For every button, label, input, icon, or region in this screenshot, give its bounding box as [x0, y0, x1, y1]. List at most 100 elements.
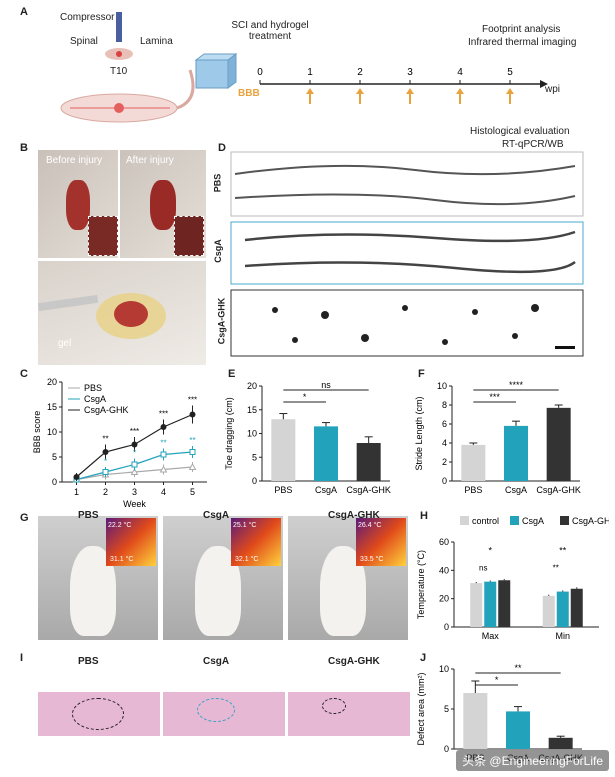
compressor-label: Compressor	[60, 12, 115, 23]
panel-d-letter: D	[218, 142, 226, 154]
chart-h-x-tick-label: Max	[482, 631, 500, 641]
chart-h-y-tick-label: 60	[439, 537, 449, 547]
hydrogel-cube	[194, 53, 238, 89]
bbb-arrowhead	[406, 88, 414, 94]
chart-c-point	[160, 424, 167, 430]
i-group-label: CsgA	[203, 656, 230, 667]
chart-f-sig-label: ***	[489, 392, 500, 402]
rat-thermal-photo	[288, 516, 408, 640]
chart-c-x-tick-label: 5	[190, 487, 195, 497]
d-row-pbs: PBS	[212, 173, 223, 193]
chart-e-bar	[271, 419, 296, 481]
after-injury-photo	[120, 150, 206, 258]
g-group-label: CsgA	[203, 510, 230, 521]
bbb-arrowhead	[456, 88, 464, 94]
chart-j-bar	[548, 737, 573, 749]
chart-c-point	[102, 469, 109, 475]
chart-c-legend-label: PBS	[84, 383, 102, 393]
panel-f-letter: F	[418, 368, 425, 380]
histology-label: Histological evaluation	[470, 126, 570, 137]
chart-f-y-tick-label: 4	[442, 438, 447, 448]
chart-j-y-tick-label: 5	[444, 704, 449, 714]
chart-e-y-tick-label: 15	[247, 405, 257, 415]
before-injury-label: Before injury	[46, 155, 103, 166]
chart-f-x-tick-label: CsgA-GHK	[536, 485, 581, 495]
chart-c-point	[131, 441, 138, 448]
tissue-band	[288, 692, 410, 736]
chart-c-point	[160, 451, 167, 458]
chart-f-bar	[504, 425, 528, 481]
chart-f-y-tick-label: 6	[442, 419, 447, 429]
chart-c-sig-top: ***	[188, 396, 197, 405]
chart-h-y-tick-label: 0	[444, 622, 449, 632]
chart-c-point	[159, 465, 168, 473]
thermal-inset	[356, 518, 406, 566]
chart-h-bar	[470, 583, 483, 627]
defect-outline	[197, 698, 235, 722]
bbb-arrowhead	[306, 88, 314, 94]
panel-h-letter: H	[420, 510, 428, 522]
chart-c-x-tick-label: 4	[161, 487, 166, 497]
chart-e-y-tick-label: 20	[247, 381, 257, 391]
temp-min: 32.1 °C	[235, 556, 259, 563]
histology-section	[288, 668, 410, 760]
spinal-label: Spinal	[70, 36, 98, 47]
timeline-tick-label: 4	[457, 67, 463, 78]
chart-f-x-tick-label: PBS	[464, 485, 482, 495]
chart-h-legend-label: CsgA	[522, 516, 544, 526]
d-row-csga: CsgA	[212, 239, 223, 263]
chart-h-sig-label: ns	[479, 563, 487, 572]
histology-section	[163, 668, 285, 760]
chart-h-bar	[542, 595, 555, 627]
temp-min: 31.1 °C	[110, 556, 134, 563]
chart-f-bar	[461, 444, 486, 481]
i-group-label: CsgA-GHK	[328, 656, 380, 667]
panel-i-letter: I	[20, 652, 24, 664]
chart-e-x-tick-label: PBS	[274, 485, 292, 495]
chart-j-sig-label: *	[495, 675, 499, 685]
timeline-tick-label: 0	[257, 67, 263, 78]
chart-c-x-tick-label: 1	[74, 487, 79, 497]
chart-c-point	[189, 449, 196, 455]
chart-e-x-tick-label: CsgA	[315, 485, 337, 495]
timeline-tick-label: 1	[307, 67, 313, 78]
chart-c-point	[188, 462, 197, 470]
panel-b-letter: B	[20, 142, 28, 154]
chart-h-legend-label: CsgA-GHK	[572, 516, 609, 526]
chart-c-sig-bottom: **	[189, 436, 195, 445]
chart-c-x-tick-label: 2	[103, 487, 108, 497]
chart-c-legend-label: CsgA-GHK	[84, 405, 129, 415]
chart-c-point	[73, 474, 80, 480]
chart-j-bar	[506, 711, 530, 749]
chart-f-sig-label: ****	[509, 380, 524, 390]
gel-label: gel	[58, 338, 72, 349]
chart-c-sig-bottom: *	[104, 457, 107, 466]
t10-label: T10	[110, 66, 128, 77]
chart-c-sig-bottom: **	[160, 439, 166, 448]
chart-h-bar	[498, 580, 511, 627]
chart-c-sig-bottom: *	[133, 449, 136, 458]
chart-h-bar	[484, 581, 497, 627]
watermark: 头条 @EngineeringForLife	[456, 750, 609, 771]
chart-c-y-tick-label: 0	[52, 477, 57, 487]
chart-e-bar	[314, 426, 338, 481]
rat-thermal-photo	[38, 516, 158, 640]
chart-e-y-tick-label: 10	[247, 429, 257, 439]
chart-f-bar	[546, 407, 571, 481]
chart-h-y-tick-label: 40	[439, 565, 449, 575]
timeline-arrowhead	[540, 80, 548, 88]
panel-j-letter: J	[420, 652, 427, 664]
panel-c-letter: C	[20, 368, 28, 380]
wpi-label: wpi	[545, 84, 561, 95]
surgery-diagram	[60, 12, 195, 123]
temp-max: 26.4 °C	[358, 522, 382, 529]
chart-h-legend-swatch	[510, 516, 519, 525]
chart-h-legend-swatch	[560, 516, 569, 525]
bbb-arrowhead	[356, 88, 364, 94]
chart-c-x-label: Week	[123, 499, 146, 509]
gel-injection-photo	[38, 261, 206, 365]
chart-f-x-tick-label: CsgA	[505, 485, 527, 495]
chart-h-bar	[570, 588, 583, 627]
chart-c-point	[131, 461, 138, 468]
histology-section	[38, 668, 160, 760]
